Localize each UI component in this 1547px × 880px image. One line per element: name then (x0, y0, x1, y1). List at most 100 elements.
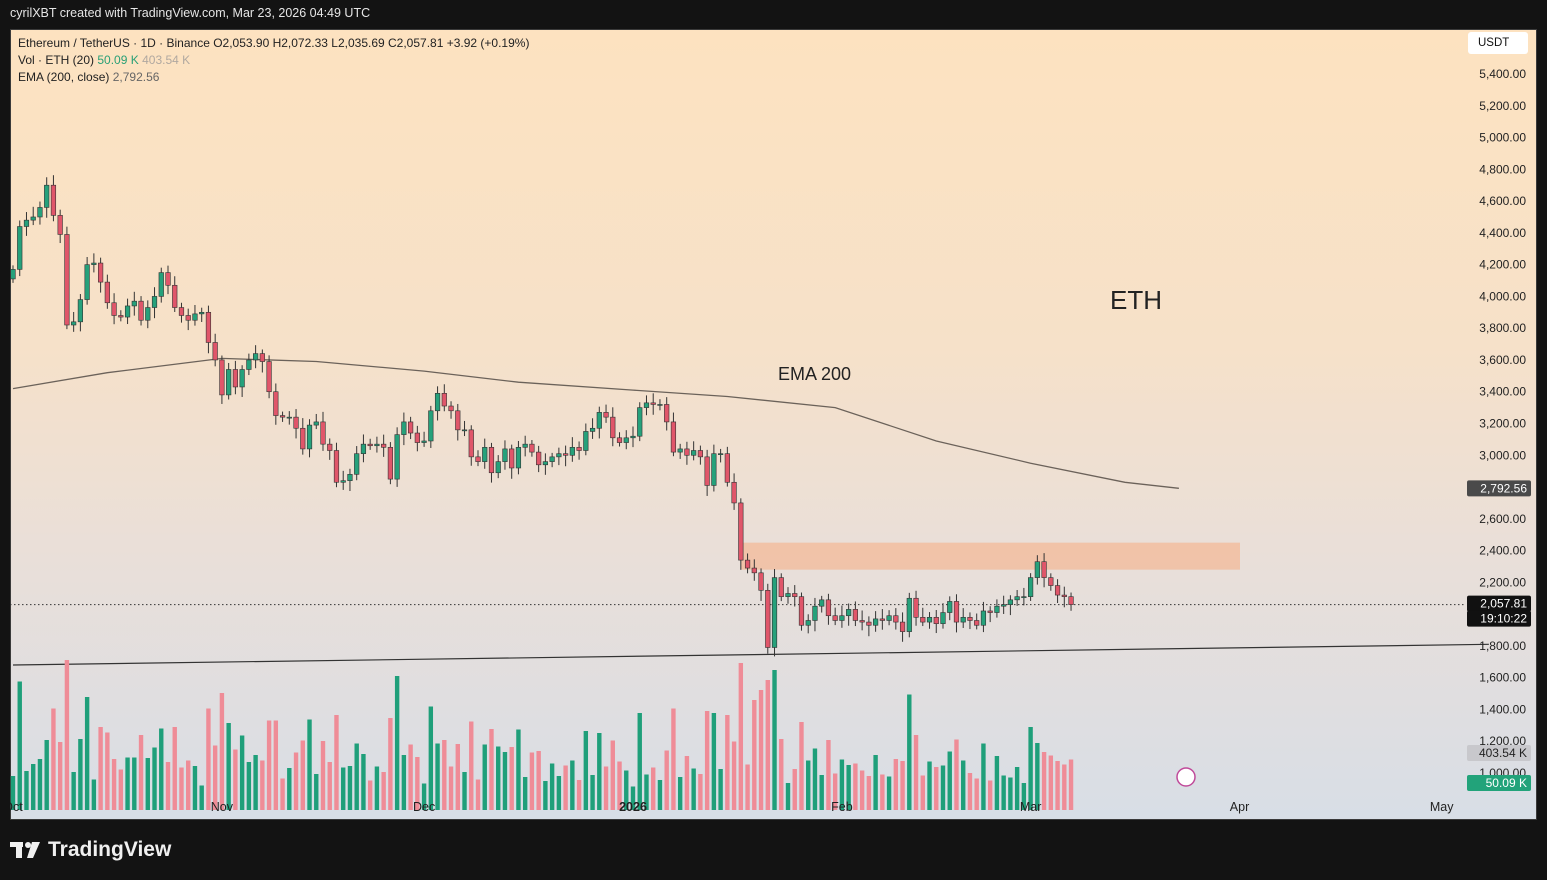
y-axis-tick-label: 5,400.00 (1479, 67, 1526, 81)
candle-body (124, 305, 131, 318)
x-axis-tick-label: May (1430, 800, 1454, 814)
candle-body (226, 369, 232, 396)
volume-bar (630, 786, 636, 810)
volume-bar (132, 757, 137, 810)
candle-body (825, 599, 832, 617)
candle-body (664, 404, 670, 423)
volume-bar (31, 764, 36, 810)
volume-bar (651, 767, 656, 810)
volume-bar (1021, 783, 1027, 810)
volume-bar (172, 727, 177, 810)
legend-ema-value: 2,792.56 (112, 70, 160, 84)
volume-bar (51, 708, 56, 810)
volume-bar (347, 766, 353, 810)
volume-bar (37, 759, 43, 810)
currency-unit-button[interactable]: USDT (1468, 32, 1528, 54)
volume-bar (549, 763, 555, 810)
volume-bar (731, 741, 737, 810)
volume-bar (974, 778, 979, 810)
volume-bar (145, 758, 150, 810)
volume-bar (1041, 752, 1047, 810)
volume-bar (536, 751, 541, 810)
candle-body (549, 456, 555, 462)
candle-body (873, 618, 879, 626)
eth-annotation: ETH (1110, 285, 1162, 315)
volume-bar (644, 774, 649, 810)
support-trendline (12, 643, 1489, 666)
candle-body (933, 617, 939, 624)
candle-body (1028, 577, 1034, 597)
candle-body (475, 456, 481, 462)
volume-bar (388, 718, 393, 810)
tradingview-logo: TradingView (10, 838, 171, 862)
volume-bar (78, 739, 83, 810)
x-axis-tick-label: Mar (1020, 800, 1042, 814)
volume-bar (401, 755, 407, 810)
volume-bar (442, 740, 447, 810)
candle-body (893, 615, 899, 623)
volume-bar (1068, 759, 1074, 810)
legend-volume-value: 50.09 K (97, 53, 139, 67)
legend-volume: Vol · ETH (20) 50.09 K 403.54 K (18, 52, 529, 69)
x-axis-tick-label: Dec (413, 800, 435, 814)
volume-bar (266, 720, 272, 810)
candle-body (940, 612, 946, 624)
candle-body (199, 311, 205, 315)
volume-bar (752, 700, 757, 810)
volume-bar (529, 752, 535, 810)
y-axis-tick-label: 4,600.00 (1479, 194, 1526, 208)
volume-bar (212, 745, 218, 810)
volume-bar (684, 756, 690, 810)
candle-body (563, 453, 569, 456)
volume-bar (873, 755, 878, 810)
price-chart[interactable]: 5,400.00 5,200.00 5,000.00 4,800.00 4,600.00… (10, 29, 1537, 820)
candle-body (724, 453, 730, 483)
volume-bar (165, 762, 171, 810)
volume-bar (812, 748, 818, 810)
candle-body (697, 450, 703, 458)
volume-bar (307, 719, 312, 810)
candle-body (758, 572, 764, 591)
volume-bar (839, 759, 845, 810)
candle-body (542, 461, 548, 466)
candle-body (926, 617, 933, 623)
volume-bar (314, 774, 319, 810)
volume-bar (118, 769, 124, 810)
volume-bar (583, 731, 589, 810)
volume-bar (516, 729, 521, 810)
candle-body (1041, 561, 1047, 578)
volume-bar (967, 773, 973, 810)
candle-body (64, 234, 70, 326)
volume-ma-tag: 403.54 K (1479, 746, 1527, 760)
candle-body (1014, 596, 1020, 601)
candle-body (967, 617, 973, 621)
candle-body (488, 447, 495, 474)
volume-bar (152, 747, 157, 810)
y-axis-tick-label: 3,400.00 (1479, 385, 1526, 399)
y-axis-tick-label: 3,200.00 (1479, 417, 1526, 431)
candle-body (899, 621, 906, 632)
candle-body (219, 359, 225, 396)
candle-body (906, 597, 912, 632)
volume-bar (597, 733, 602, 810)
candle-body (650, 402, 656, 405)
candle-body (960, 617, 966, 623)
volume-bar (17, 681, 22, 810)
volume-bar (381, 772, 386, 810)
candle-body (744, 559, 751, 569)
volume-bar (907, 694, 912, 810)
volume-bar (226, 723, 231, 810)
volume-bar (1055, 761, 1060, 810)
volume-bar (610, 740, 615, 810)
candle-body (1048, 577, 1054, 586)
volume-bar (1014, 767, 1020, 810)
candle-body (1034, 561, 1040, 578)
ema-200-line (12, 357, 1179, 489)
candle-body (987, 610, 993, 613)
x-axis-tick-label: Nov (211, 800, 234, 814)
candle-body (468, 429, 474, 458)
y-axis-tick-label: 4,800.00 (1479, 162, 1526, 176)
candle-body (381, 443, 387, 448)
candle-body (603, 412, 609, 418)
candle-body (886, 615, 892, 621)
